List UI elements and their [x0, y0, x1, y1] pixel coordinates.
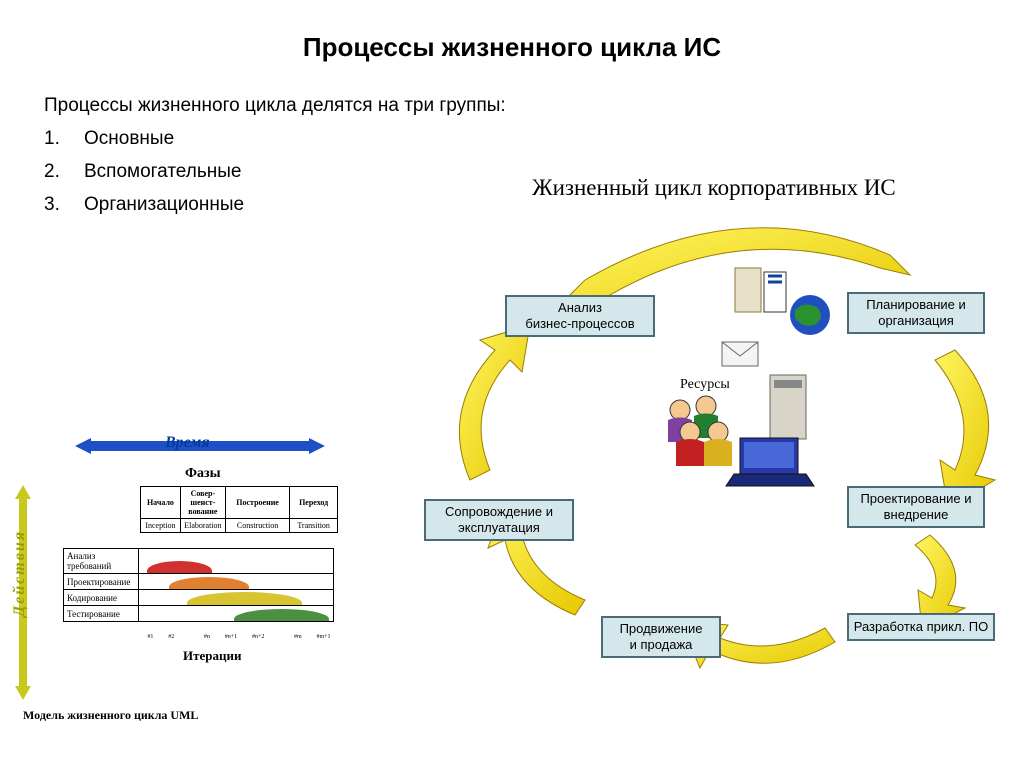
- cycle-box-analysis: Анализбизнес-процессов: [505, 295, 655, 337]
- iter-tick: #m+1: [316, 634, 330, 640]
- cycle-box-promo: Продвижениеи продажа: [601, 616, 721, 658]
- actions-label: Действия: [11, 530, 29, 617]
- iter-tick: #1: [147, 634, 153, 640]
- phase-ru: Переход: [290, 487, 338, 519]
- cycle-title: Жизненный цикл корпоративных ИС: [532, 175, 896, 201]
- uml-diagram: Время Действия Фазы Начало Совер-шенст-в…: [5, 430, 365, 750]
- arrow-right-icon: [309, 438, 325, 454]
- arrow-left-icon: [75, 438, 91, 454]
- uml-model-label: Модель жизненного цикла UML: [23, 708, 198, 723]
- list-text: Организационные: [84, 194, 244, 215]
- activity-label: Кодирование: [64, 590, 139, 606]
- iter-tick: #n+1: [225, 634, 237, 640]
- iter-tick: #2: [168, 634, 174, 640]
- phase-en: Transition: [290, 519, 338, 533]
- list-text: Основные: [84, 128, 174, 149]
- list-num: 3.: [44, 194, 84, 216]
- phase-en: Elaboration: [180, 519, 225, 533]
- activity-table: Анализ требований Проектирование Кодиров…: [63, 548, 334, 622]
- hump: [169, 577, 249, 589]
- phase-en: Inception: [141, 519, 181, 533]
- list-text: Вспомогательные: [84, 161, 241, 182]
- cycle-box-maint: Сопровождение иэксплуатация: [424, 499, 574, 541]
- activity-label: Анализ требований: [64, 549, 139, 574]
- phase-ru: Построение: [225, 487, 289, 519]
- cycle-box-label: Сопровождение иэксплуатация: [445, 504, 553, 537]
- list-item-1: 1.Основные: [44, 128, 174, 150]
- arrow-down-icon: [15, 686, 31, 700]
- list-num: 2.: [44, 161, 84, 183]
- cycle-box-label: Планирование иорганизация: [866, 297, 966, 330]
- cycle-box-label: Анализбизнес-процессов: [525, 300, 634, 333]
- phase-ru: Начало: [141, 487, 181, 519]
- cycle-box-planning: Планирование иорганизация: [847, 292, 985, 334]
- hump: [234, 609, 329, 621]
- phases-label: Фазы: [185, 466, 221, 482]
- iteration-ticks: #1 #2 #n #n+1 #n+2 #m #m+1: [140, 634, 338, 640]
- activity-label: Проектирование: [64, 574, 139, 590]
- phase-en: Construction: [225, 519, 289, 533]
- list-item-3: 3.Организационные: [44, 194, 244, 216]
- phase-header-table: Начало Совер-шенст-вование Построение Пе…: [140, 486, 338, 533]
- cycle-box-design: Проектирование ивнедрение: [847, 486, 985, 528]
- iterations-label: Итерации: [183, 648, 241, 664]
- page-title: Процессы жизненного цикла ИС: [0, 32, 1024, 63]
- hump: [187, 592, 302, 605]
- iter-tick: #n+2: [252, 634, 264, 640]
- hump: [147, 561, 212, 573]
- activity-chart-cell: [139, 549, 334, 574]
- cycle-box-label: Продвижениеи продажа: [620, 621, 703, 654]
- phase-ru: Совер-шенст-вование: [180, 487, 225, 519]
- iter-tick: #n: [204, 634, 210, 640]
- cycle-box-dev: Разработка прикл. ПО: [847, 613, 995, 641]
- intro-text: Процессы жизненного цикла делятся на три…: [44, 95, 506, 117]
- iter-tick: #m: [294, 634, 302, 640]
- list-num: 1.: [44, 128, 84, 150]
- activity-chart-cell: [139, 574, 334, 590]
- activity-chart-cell: [139, 606, 334, 622]
- cycle-box-label: Проектирование ивнедрение: [860, 491, 971, 524]
- center-resource-icons: [640, 260, 840, 490]
- arrow-up-icon: [15, 485, 31, 499]
- time-label: Время: [165, 434, 210, 452]
- activity-label: Тестирование: [64, 606, 139, 622]
- list-item-2: 2.Вспомогательные: [44, 161, 241, 183]
- activity-chart-cell: [139, 590, 334, 606]
- cycle-box-label: Разработка прикл. ПО: [854, 619, 989, 635]
